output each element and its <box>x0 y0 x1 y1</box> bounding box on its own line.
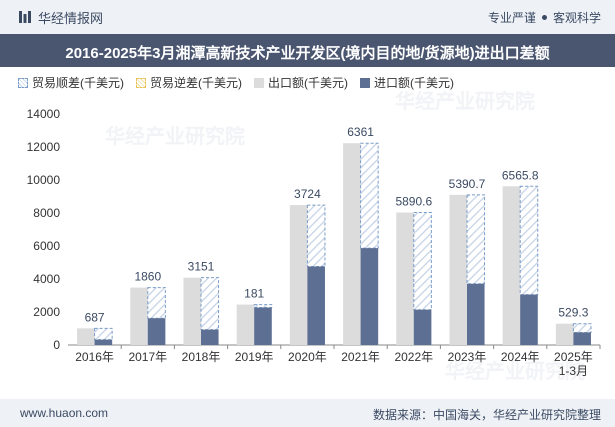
data-label-6: 5890.6 <box>395 195 432 209</box>
data-label-9: 529.3 <box>558 306 588 320</box>
import-bar-9 <box>573 332 591 345</box>
data-label-5: 6361 <box>347 125 374 139</box>
legend-swatch-deficit <box>136 77 146 88</box>
legend-item-deficit: 贸易逆差(千美元) <box>136 74 242 91</box>
y-tick-label-5: 10000 <box>27 173 61 187</box>
y-tick-label-4: 8000 <box>33 206 60 220</box>
brand-name: 华经情报网 <box>38 10 104 26</box>
x-tick-label-8: 2024年 <box>501 350 540 364</box>
import-bar-6 <box>413 309 432 345</box>
legend-item-export: 出口额(千美元) <box>254 74 348 91</box>
legend-label-deficit: 贸易逆差(千美元) <box>150 76 242 90</box>
legend-swatch-export <box>254 77 264 88</box>
surplus-bar-7 <box>466 194 486 285</box>
legend-item-import: 进口额(千美元) <box>360 74 454 91</box>
y-tick-label-3: 6000 <box>33 239 60 253</box>
x-tick-label-1: 2017年 <box>128 350 167 364</box>
surplus-bar-5 <box>360 142 379 249</box>
legend-label-import: 进口额(千美元) <box>374 76 454 90</box>
legend-item-surplus: 贸易顺差(千美元) <box>18 74 124 91</box>
data-label-8: 6565.8 <box>502 168 539 182</box>
chart-title: 2016-2025年3月湘潭高新技术产业开发区(境内目的地/货源地)进出口差额 <box>65 45 550 62</box>
legend-swatch-import <box>360 77 370 88</box>
data-label-4: 3724 <box>294 187 321 201</box>
data-label-1: 1860 <box>134 270 161 284</box>
x-tick-label-7: 2023年 <box>448 350 487 364</box>
surplus-bar-6 <box>413 212 432 311</box>
x-tick-label-0: 2016年 <box>75 350 114 364</box>
y-tick-label-2: 4000 <box>33 272 60 286</box>
brand[interactable]: 华经情报网 <box>18 8 103 26</box>
import-bar-5 <box>360 248 379 345</box>
x-tick-label-9-line1: 1-3月 <box>559 364 588 378</box>
brand-logo-icon <box>19 11 31 23</box>
x-tick-label-2: 2018年 <box>182 350 221 364</box>
slogan-right: 客观科学 <box>552 11 601 25</box>
surplus-bar-2 <box>200 277 220 331</box>
x-tick-label-5: 2021年 <box>341 350 380 364</box>
x-tick-label-4: 2020年 <box>288 350 327 364</box>
import-bar-8 <box>520 294 538 345</box>
import-bar-7 <box>467 283 485 345</box>
x-tick-label-6: 2022年 <box>394 350 433 364</box>
surplus-bar-3 <box>253 304 273 309</box>
slogan: 专业严谨 客观科学 <box>488 9 601 26</box>
y-tick-label-6: 12000 <box>27 140 61 154</box>
import-bar-0 <box>94 339 113 345</box>
import-bar-2 <box>201 329 219 345</box>
header-bar: 华经情报网 专业严谨 客观科学 <box>0 0 615 34</box>
bullet-icon <box>541 15 547 20</box>
footer-website[interactable]: www.huaon.com <box>20 406 109 420</box>
data-label-2: 3151 <box>188 260 215 274</box>
data-label-3: 181 <box>244 287 264 301</box>
y-tick-label-0: 0 <box>53 338 60 352</box>
y-tick-label-7: 14000 <box>27 107 61 121</box>
x-tick-label-9: 2025年 <box>554 350 593 364</box>
import-bar-4 <box>307 266 325 345</box>
slogan-left: 专业严谨 <box>487 11 536 25</box>
chart-legend: 贸易顺差(千美元) 贸易逆差(千美元) 出口额(千美元) 进口额(千美元) <box>18 74 454 91</box>
footer-source: 数据来源：中国海关，华经产业研究院整理 <box>372 408 601 422</box>
title-bar: 2016-2025年3月湘潭高新技术产业开发区(境内目的地/货源地)进出口差额 <box>0 34 615 67</box>
data-label-0: 687 <box>85 310 105 324</box>
import-bar-3 <box>254 307 272 345</box>
import-bar-1 <box>147 318 166 345</box>
data-label-7: 5390.7 <box>449 177 486 191</box>
y-tick-label-1: 2000 <box>33 305 60 319</box>
legend-swatch-surplus <box>18 77 28 88</box>
footer-bar: www.huaon.com 数据来源：中国海关，华经产业研究院整理 <box>0 399 615 427</box>
surplus-bar-1 <box>147 287 166 319</box>
surplus-bar-9 <box>572 323 592 333</box>
legend-label-export: 出口额(千美元) <box>268 76 348 90</box>
legend-label-surplus: 贸易顺差(千美元) <box>32 76 124 90</box>
surplus-bar-8 <box>519 185 539 296</box>
surplus-bar-4 <box>306 204 326 268</box>
x-tick-label-3: 2019年 <box>235 350 274 364</box>
surplus-bar-0 <box>94 327 113 341</box>
bar-chart: 0 2000 4000 6000 8000 10000 12000 14000 687 2016年… <box>27 107 601 378</box>
